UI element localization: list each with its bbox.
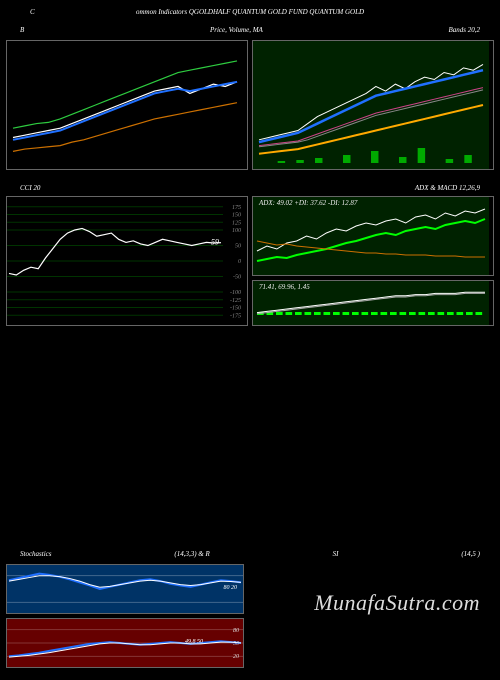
svg-text:-50: -50 xyxy=(233,275,241,281)
label-price-ma: Price, Volume, MA xyxy=(210,26,263,34)
price-ma-panel xyxy=(252,40,494,170)
stoch-slow-panel: 80502049.8 50 xyxy=(6,618,244,668)
row2-labels: CCI 20 ADX & MACD 12,26,9 xyxy=(0,184,500,194)
row1-labels: B Price, Volume, MA Bands 20,2 xyxy=(0,20,500,38)
macd-values-text: 71.41, 69.96, 1.45 xyxy=(259,283,310,291)
svg-text:150: 150 xyxy=(232,213,241,219)
macd-panel: 71.41, 69.96, 1.45 xyxy=(252,280,494,326)
svg-text:-125: -125 xyxy=(230,298,241,304)
label-rsi-params: (14,5 ) xyxy=(461,550,480,558)
svg-text:-175: -175 xyxy=(230,313,241,319)
label-bands-params: Bands 20,2 xyxy=(449,26,481,34)
header-c: C xyxy=(30,8,35,16)
label-rsi: SI xyxy=(333,550,339,558)
label-bbands: B xyxy=(20,26,24,34)
svg-text:125: 125 xyxy=(232,220,241,226)
stoch-slow-chart: 80502049.8 50 xyxy=(7,619,243,667)
cci-panel: 175 150125 100 50 0 -50 -100 -125 -150-175 59 xyxy=(6,196,248,326)
adx-values-text: ADX: 49.02 +DI: 37.62 -DI: 12.87 xyxy=(259,199,357,207)
label-cci: CCI 20 xyxy=(20,184,40,192)
bbands-panel xyxy=(6,40,248,170)
stoch-panels: 80 20 80502049.8 50 xyxy=(6,564,244,668)
watermark-text: MunafaSutra.com xyxy=(314,590,480,616)
svg-text:-100: -100 xyxy=(230,290,241,296)
row1-grid xyxy=(0,38,500,172)
svg-text:100: 100 xyxy=(232,228,241,234)
bbands-chart xyxy=(7,41,243,169)
cci-chart: 175 150125 100 50 0 -50 -100 -125 -150-175 59 xyxy=(7,197,243,325)
header-main: ommon Indicators QGOLDHALF QUANTUM GOLD … xyxy=(136,8,364,16)
price-ma-chart xyxy=(253,41,489,169)
svg-text:175: 175 xyxy=(232,205,241,211)
label-adx-macd: ADX & MACD 12,26,9 xyxy=(415,184,480,192)
stoch-fast-chart: 80 20 xyxy=(7,565,243,613)
svg-text:50: 50 xyxy=(235,244,241,250)
adx-chart xyxy=(253,197,489,275)
stoch-fast-panel: 80 20 xyxy=(6,564,244,614)
svg-text:80: 80 xyxy=(233,628,239,634)
row2-grid: 175 150125 100 50 0 -50 -100 -125 -150-175 59 ADX… xyxy=(0,194,500,328)
svg-text:49.8 50: 49.8 50 xyxy=(185,638,203,645)
svg-text:80 20: 80 20 xyxy=(224,585,238,591)
page-title: C ommon Indicators QGOLDHALF QUANTUM GOL… xyxy=(0,0,500,20)
stoch-labels: Stochastics (14,3,3) & R SI (14,5 ) xyxy=(0,550,500,558)
svg-text:0: 0 xyxy=(238,259,241,265)
label-stoch: Stochastics xyxy=(20,550,52,558)
svg-text:20: 20 xyxy=(233,654,239,660)
svg-text:59: 59 xyxy=(211,238,219,247)
adx-macd-column: ADX: 49.02 +DI: 37.62 -DI: 12.87 71.41, … xyxy=(252,196,494,326)
adx-panel: ADX: 49.02 +DI: 37.62 -DI: 12.87 xyxy=(252,196,494,276)
label-stoch-params: (14,3,3) & R xyxy=(174,550,209,558)
svg-text:-150: -150 xyxy=(230,306,241,312)
